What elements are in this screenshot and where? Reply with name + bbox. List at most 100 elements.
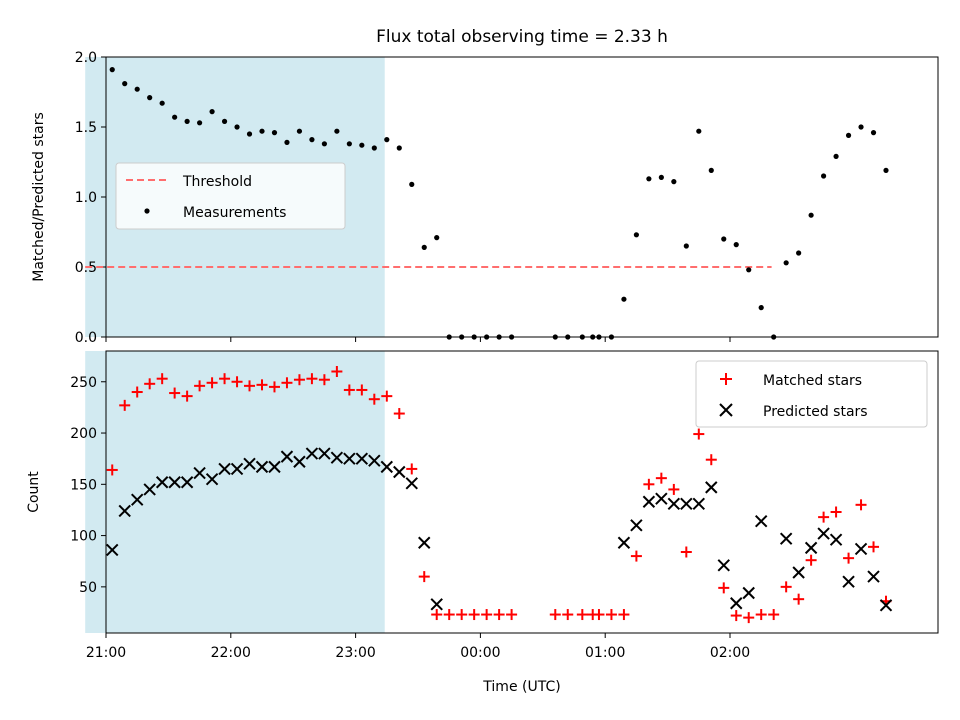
predicted-star-point	[130, 493, 144, 506]
ratio-y-axis-label: Matched/Predicted stars	[31, 112, 47, 282]
matched-star-point	[381, 390, 393, 402]
predicted-star-point	[218, 462, 231, 476]
matched-star-point	[549, 609, 561, 621]
y-tick-label: 1.0	[75, 190, 97, 206]
predicted-star-point	[280, 450, 294, 463]
measurement-point	[621, 296, 627, 302]
count-legend: Matched stars Predicted stars	[695, 360, 928, 428]
predicted-star-point	[268, 460, 281, 474]
measurement-point	[421, 244, 427, 250]
predicted-star-point	[355, 452, 369, 465]
matched-star-point	[830, 506, 842, 518]
predicted-star-point	[193, 466, 206, 480]
y-tick-label: 200	[70, 426, 97, 442]
measurement-point	[783, 260, 789, 266]
x-tick-label: 00:00	[460, 645, 500, 661]
matched-star-point	[780, 581, 792, 593]
measurement-point	[246, 131, 253, 137]
predicted-star-point	[143, 483, 156, 496]
matched-star-point	[643, 478, 655, 490]
predicted-star-point	[667, 497, 681, 510]
measurement-point	[883, 167, 889, 173]
measurement-point	[858, 124, 864, 130]
predicted-star-point	[854, 542, 868, 556]
measurement-point	[409, 181, 415, 187]
matched-star-point	[144, 378, 156, 390]
measurement-point	[309, 137, 315, 143]
y-tick-label: 2.0	[75, 50, 97, 66]
y-tick-label: 100	[70, 529, 97, 545]
legend-matched-label: Matched stars	[763, 373, 862, 389]
measurement-point	[122, 81, 128, 87]
ratio-panel: 0.00.51.01.52.0 Matched/Predicted stars …	[31, 50, 939, 346]
matched-star-point	[431, 609, 443, 621]
measurement-point	[371, 145, 377, 151]
matched-star-point	[481, 609, 493, 621]
matched-star-point	[576, 609, 588, 621]
predicted-star-point	[879, 599, 893, 612]
measurement-point	[259, 128, 265, 134]
matched-star-point	[231, 376, 243, 388]
matched-star-point	[855, 499, 867, 511]
predicted-star-point	[680, 497, 693, 510]
predicted-star-point	[642, 495, 656, 508]
matched-star-point	[368, 393, 380, 405]
measurement-point	[821, 173, 827, 179]
matched-star-point	[194, 380, 206, 392]
measurement-point	[758, 305, 764, 311]
measurement-point	[646, 176, 652, 182]
predicted-star-point	[168, 476, 181, 489]
matched-star-point	[793, 593, 805, 605]
measurement-point	[808, 212, 814, 218]
measurement-point	[696, 128, 702, 134]
matched-star-point	[755, 609, 767, 621]
measurement-point	[134, 86, 140, 92]
matched-star-points	[106, 366, 892, 624]
predicted-star-point	[318, 447, 331, 460]
count-axes-ticks: 21:00 22:00 23:00 00:00 01:00 02:00 50 100 150 20…	[70, 375, 750, 661]
matched-star-point	[306, 373, 318, 385]
measurement-point	[434, 235, 440, 241]
matched-star-point	[418, 571, 430, 583]
matched-star-point	[680, 546, 692, 558]
predicted-star-point	[617, 536, 631, 549]
y-tick-label: 0.0	[75, 330, 97, 346]
predicted-star-point	[343, 452, 356, 465]
predicted-star-point	[792, 566, 805, 579]
measurement-point	[708, 167, 714, 173]
matched-star-point	[393, 408, 405, 420]
matched-star-point	[106, 464, 118, 476]
predicted-star-point	[692, 497, 706, 510]
matched-star-point	[343, 384, 355, 396]
matched-star-point	[356, 384, 368, 396]
predicted-star-point	[705, 481, 718, 494]
measurement-point	[334, 128, 340, 134]
x-tick-label: 01:00	[585, 645, 625, 661]
matched-star-point	[493, 609, 505, 621]
predicted-star-point	[118, 504, 131, 518]
matched-star-point	[244, 380, 256, 392]
measurement-point	[209, 109, 215, 115]
predicted-star-point	[368, 454, 381, 467]
x-tick-label: 23:00	[335, 645, 375, 661]
ratio-legend: Threshold Measurements	[115, 162, 346, 230]
predicted-star-points	[106, 447, 893, 612]
count-panel: 21:00 22:00 23:00 00:00 01:00 02:00 50 100 150 20…	[26, 350, 939, 695]
matched-star-point	[468, 609, 480, 621]
measurement-point	[721, 236, 727, 242]
matched-star-point	[743, 612, 755, 624]
count-frame	[105, 350, 939, 634]
matched-star-point	[730, 610, 742, 622]
predicted-star-point	[155, 476, 169, 489]
predicted-star-point	[630, 519, 643, 532]
count-legend-box	[695, 360, 928, 428]
matched-star-point	[693, 428, 705, 440]
predicted-star-point	[405, 477, 418, 490]
predicted-star-point	[393, 465, 406, 479]
matched-star-point	[318, 374, 330, 386]
x-tick-label: 22:00	[211, 645, 251, 661]
predicted-star-point	[867, 570, 880, 583]
predicted-star-point	[817, 527, 830, 540]
matched-star-point	[718, 582, 730, 594]
